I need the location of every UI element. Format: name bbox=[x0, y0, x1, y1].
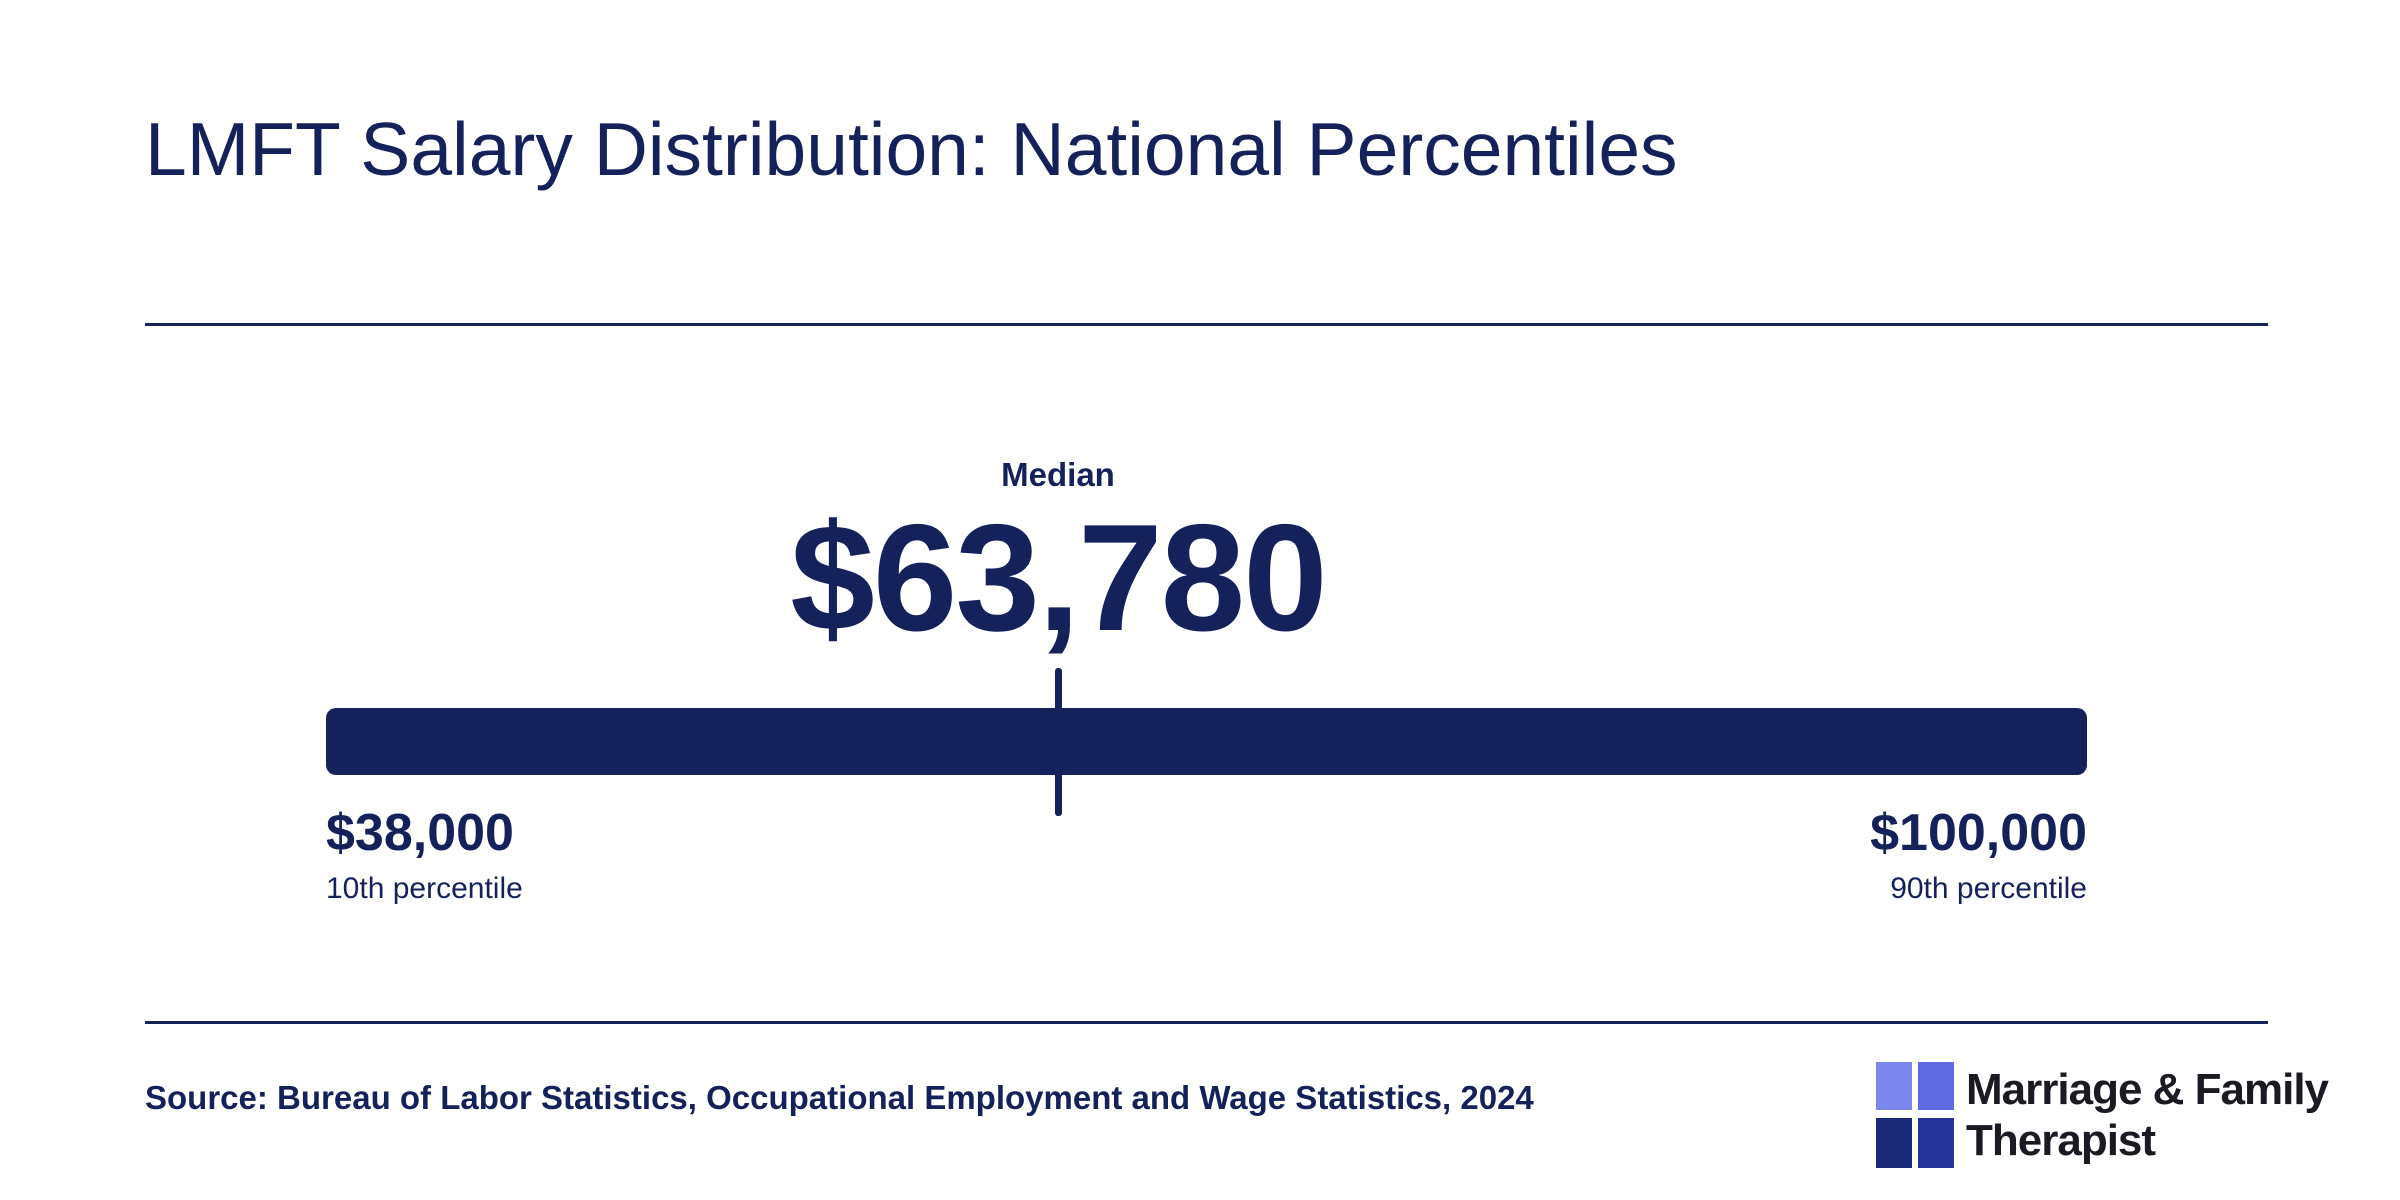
median-value: $63,780 bbox=[790, 493, 1327, 663]
brand-logo: Marriage & Family Therapist bbox=[1874, 1062, 2329, 1170]
range-max-value: $100,000 bbox=[1870, 804, 2087, 862]
logo-line-1: Marriage & Family bbox=[1966, 1065, 2329, 1114]
top-divider bbox=[145, 323, 2268, 326]
range-min: $38,000 10th percentile bbox=[326, 804, 523, 906]
logo-wordmark: Marriage & Family Therapist bbox=[1966, 1064, 2329, 1166]
range-min-value: $38,000 bbox=[326, 804, 514, 862]
logo-mark-icon bbox=[1876, 1062, 1954, 1168]
range-max: $100,000 90th percentile bbox=[1870, 804, 2087, 906]
chart-title: LMFT Salary Distribution: National Perce… bbox=[145, 107, 1678, 191]
median-label: Median bbox=[1001, 456, 1115, 493]
salary-range-bar bbox=[326, 708, 2087, 775]
source-note: Source: Bureau of Labor Statistics, Occu… bbox=[145, 1079, 1534, 1116]
range-min-label: 10th percentile bbox=[326, 872, 523, 906]
range-max-label: 90th percentile bbox=[1890, 872, 2087, 906]
median-marker bbox=[1055, 668, 1063, 816]
bottom-divider bbox=[145, 1021, 2268, 1024]
logo-line-2: Therapist bbox=[1966, 1116, 2156, 1166]
